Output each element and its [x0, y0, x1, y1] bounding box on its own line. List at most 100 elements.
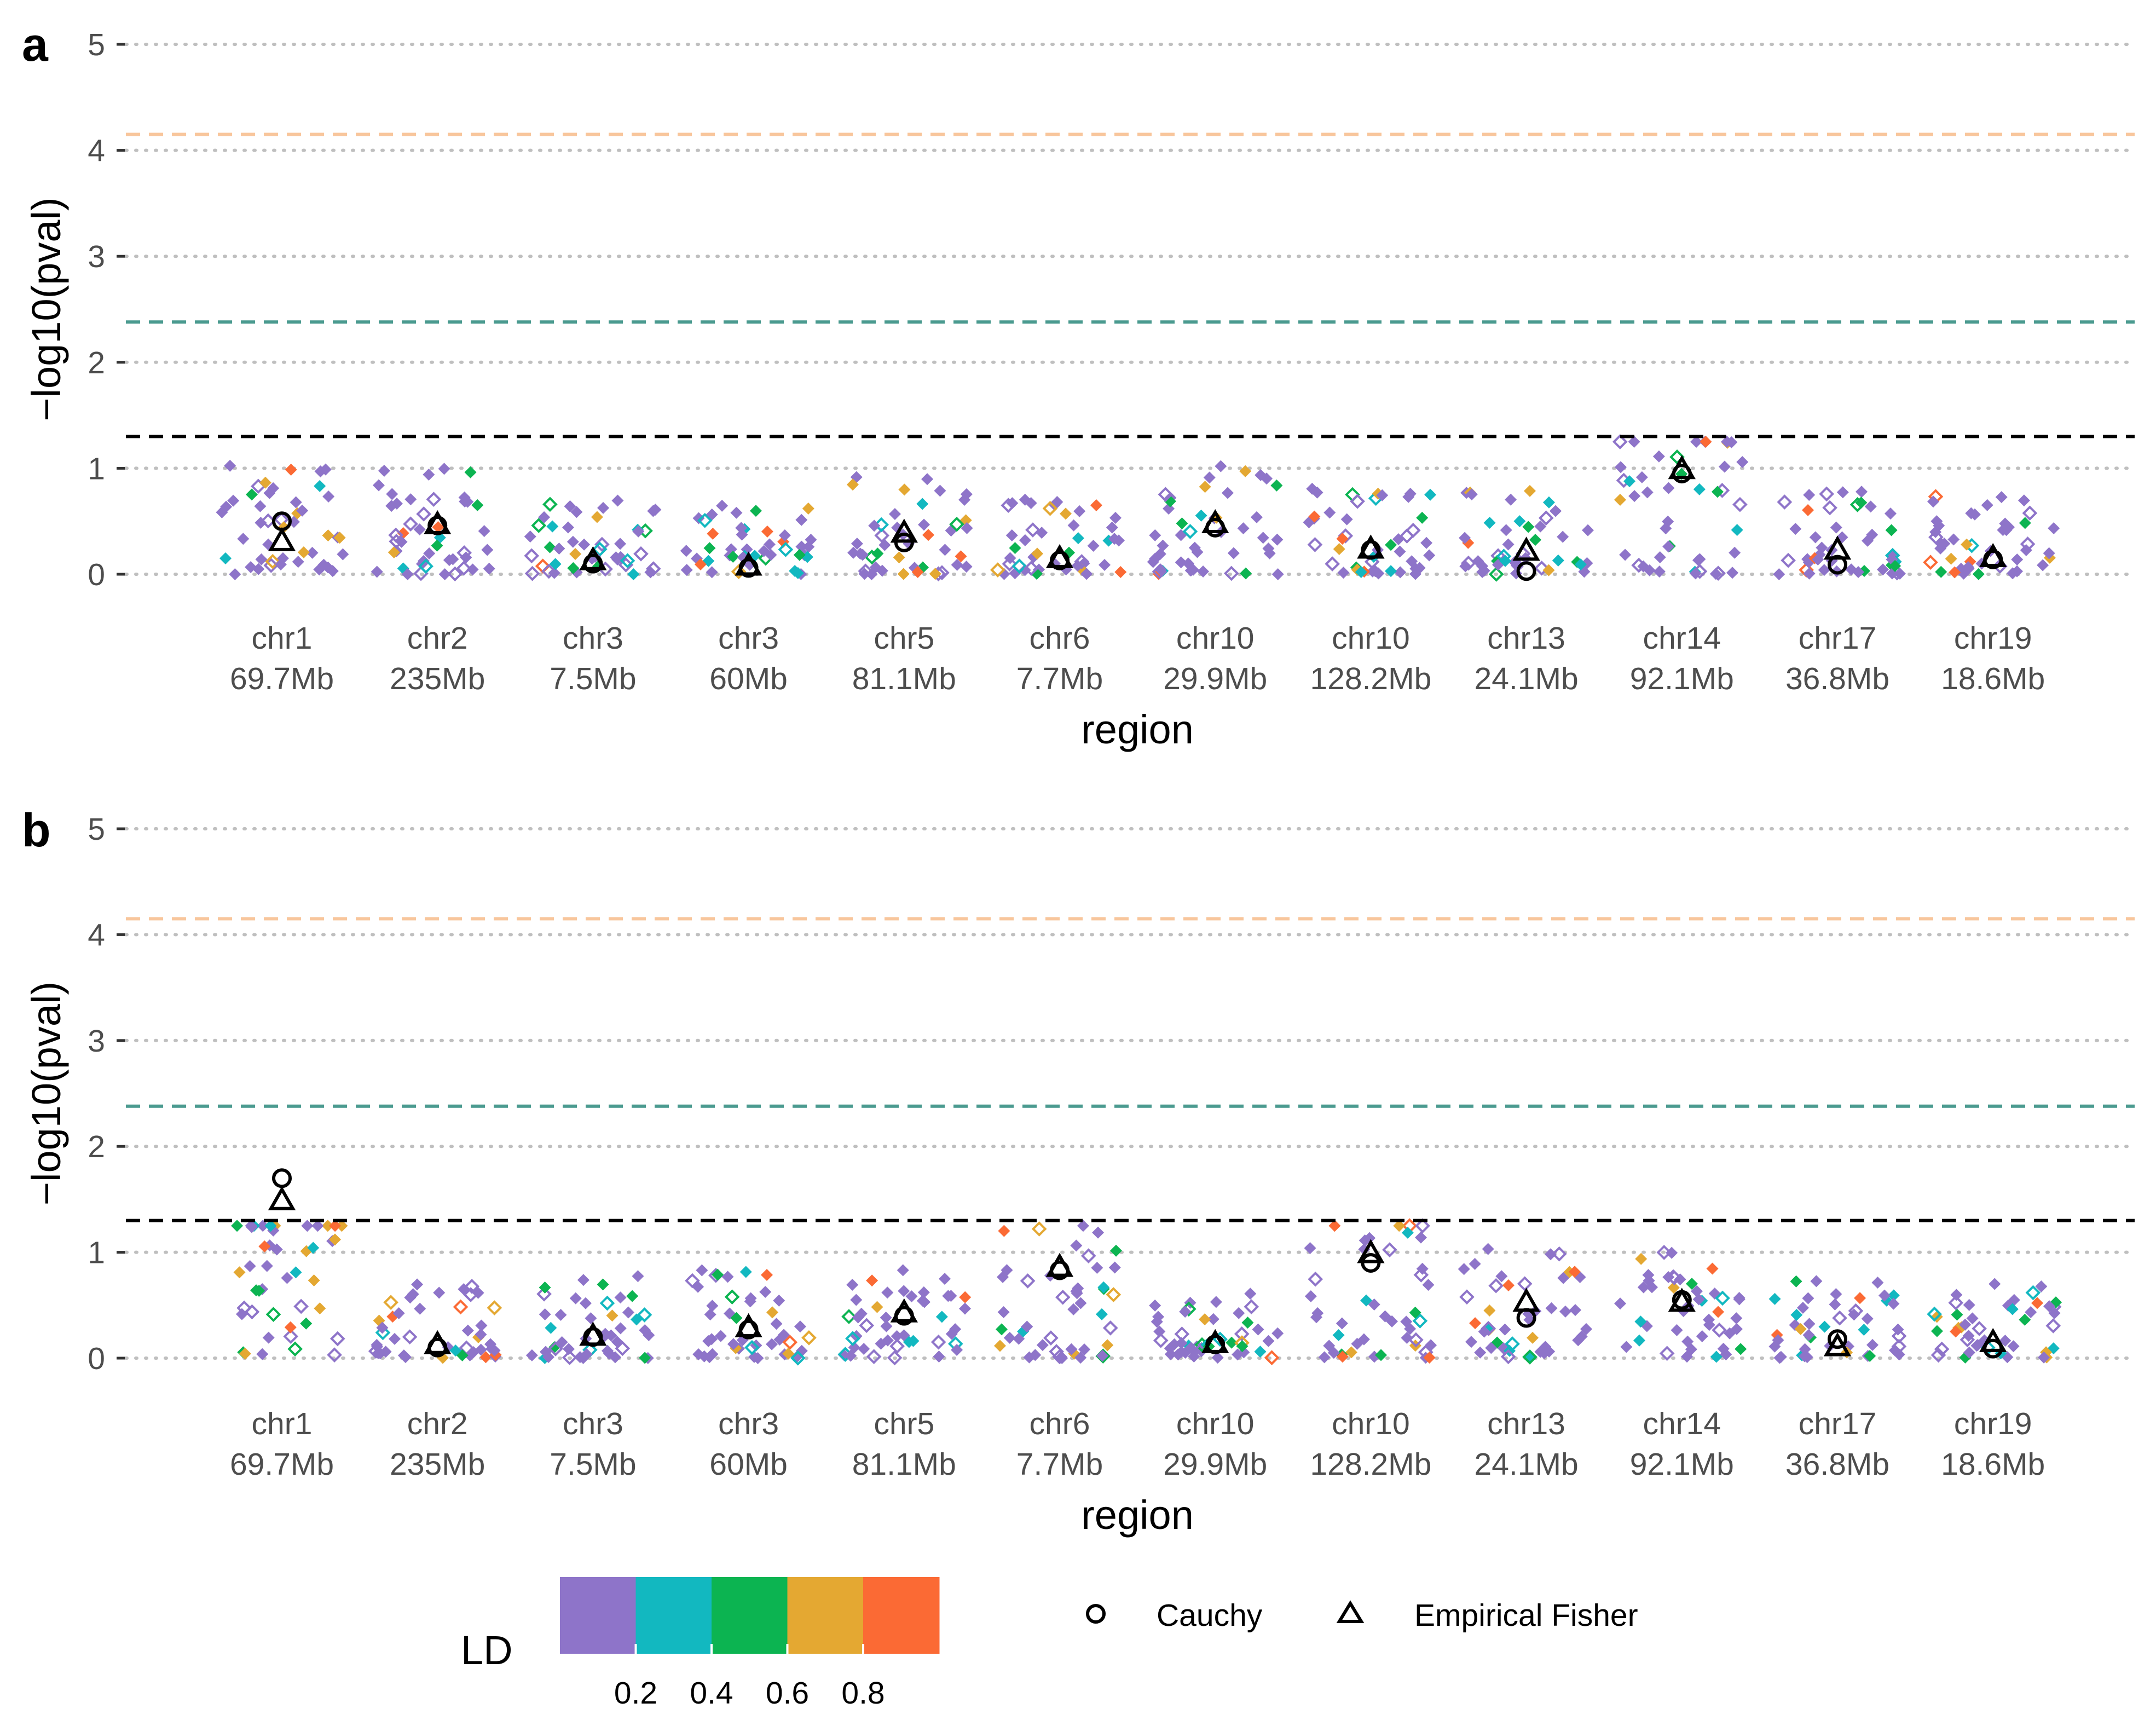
x-tick-chr: chr5 [874, 1406, 934, 1441]
snp-point [524, 548, 540, 564]
snp-point [1891, 1338, 1907, 1354]
x-tick-pos: 235Mb [390, 1447, 485, 1482]
snp-point [371, 1338, 383, 1351]
snp-point [1019, 564, 1031, 576]
snp-point [1878, 1289, 1891, 1302]
snp-point [1871, 1276, 1884, 1289]
snp-point [1706, 1262, 1719, 1275]
y-tick-label: 5 [88, 812, 105, 847]
snp-point [874, 517, 889, 533]
fisher-point [1512, 1288, 1540, 1312]
snp-point [1635, 1252, 1648, 1265]
x-tick-pos: 81.1Mb [852, 661, 956, 696]
snp-point [562, 521, 574, 534]
snp-point [961, 522, 973, 534]
snp-point [1112, 534, 1125, 547]
snp-point [1002, 556, 1018, 572]
snp-point [245, 561, 257, 574]
snp-point [1557, 1272, 1570, 1284]
snp-point [1187, 564, 1199, 576]
x-tick-chr: chr17 [1799, 621, 1877, 656]
snp-point [1544, 1248, 1557, 1261]
snp-point [1350, 493, 1365, 509]
snp-point [283, 1329, 299, 1344]
snp-point [1469, 1257, 1481, 1270]
snp-point [782, 1347, 795, 1360]
snp-point [579, 1297, 592, 1309]
snp-point [545, 1321, 557, 1334]
snp-point [1336, 533, 1349, 545]
panel-letter: b [22, 804, 51, 857]
fisher-point [1201, 509, 1229, 534]
snp-point [1393, 1220, 1406, 1232]
snp-point [614, 1322, 627, 1335]
snp-point [2045, 1318, 2061, 1334]
snp-point [570, 506, 583, 518]
snp-point [1252, 1323, 1264, 1336]
snp-point [1997, 524, 2009, 536]
snp-point [542, 497, 558, 512]
snp-point [1861, 1312, 1874, 1325]
snp-point [918, 518, 930, 531]
snp-point [411, 1278, 424, 1291]
snp-point [1308, 1271, 1323, 1287]
snp-point [951, 1343, 963, 1356]
snp-point [1730, 1312, 1743, 1325]
snp-point [449, 1344, 462, 1357]
snp-point [851, 538, 863, 550]
snp-point [401, 568, 414, 580]
snp-point [1773, 568, 1785, 580]
snp-point [1966, 1312, 1979, 1325]
snp-point [278, 521, 290, 534]
snp-point [766, 1338, 778, 1350]
x-tick-chr: chr2 [407, 1406, 468, 1441]
snp-point [939, 1273, 951, 1285]
snp-point [1810, 1275, 1823, 1288]
snp-point [917, 1286, 930, 1298]
snp-point [1461, 555, 1476, 571]
snp-point [1829, 1298, 1841, 1311]
x-tick-pos: 24.1Mb [1475, 661, 1579, 696]
snp-point [1271, 533, 1284, 546]
snp-point [569, 1292, 582, 1304]
snp-point [549, 558, 562, 570]
snp-point [262, 1331, 275, 1344]
snp-point [2011, 553, 2024, 566]
snp-point [1416, 1262, 1429, 1275]
snp-point [1552, 554, 1564, 567]
x-axis-title: region [1081, 1492, 1194, 1538]
snp-point [1325, 556, 1340, 572]
snp-point [553, 542, 565, 555]
x-tick-pos: 92.1Mb [1630, 1447, 1734, 1482]
snp-point [1777, 494, 1793, 510]
snp-point [1375, 1349, 1388, 1361]
snp-point [1718, 460, 1731, 473]
snp-point [433, 1286, 446, 1299]
snp-point [922, 529, 935, 541]
snp-point [1074, 554, 1090, 569]
snp-point [1866, 528, 1878, 541]
snp-point [1790, 1309, 1803, 1321]
snp-point [1962, 562, 1975, 575]
snp-point [905, 1290, 918, 1303]
snp-point [1307, 537, 1323, 552]
snp-point [219, 552, 232, 565]
snp-point [647, 505, 660, 517]
snp-point [858, 1343, 870, 1355]
snp-point [1149, 529, 1161, 541]
snp-point [730, 506, 743, 519]
y-tick-label: 1 [88, 1236, 105, 1271]
snp-point [998, 1225, 1010, 1237]
snp-point [1020, 1273, 1036, 1289]
snp-point [1858, 1324, 1870, 1336]
snp-point [1154, 563, 1167, 576]
x-axis-title: region [1081, 707, 1194, 752]
snp-point [761, 525, 773, 538]
snp-point [475, 1343, 487, 1356]
x-tick-chr: chr19 [1954, 1406, 2032, 1441]
snp-point [1710, 1350, 1723, 1363]
snp-point [1071, 559, 1084, 572]
snp-point [1203, 471, 1216, 484]
snp-point [1101, 1339, 1114, 1352]
y-tick-label: 4 [88, 917, 105, 953]
